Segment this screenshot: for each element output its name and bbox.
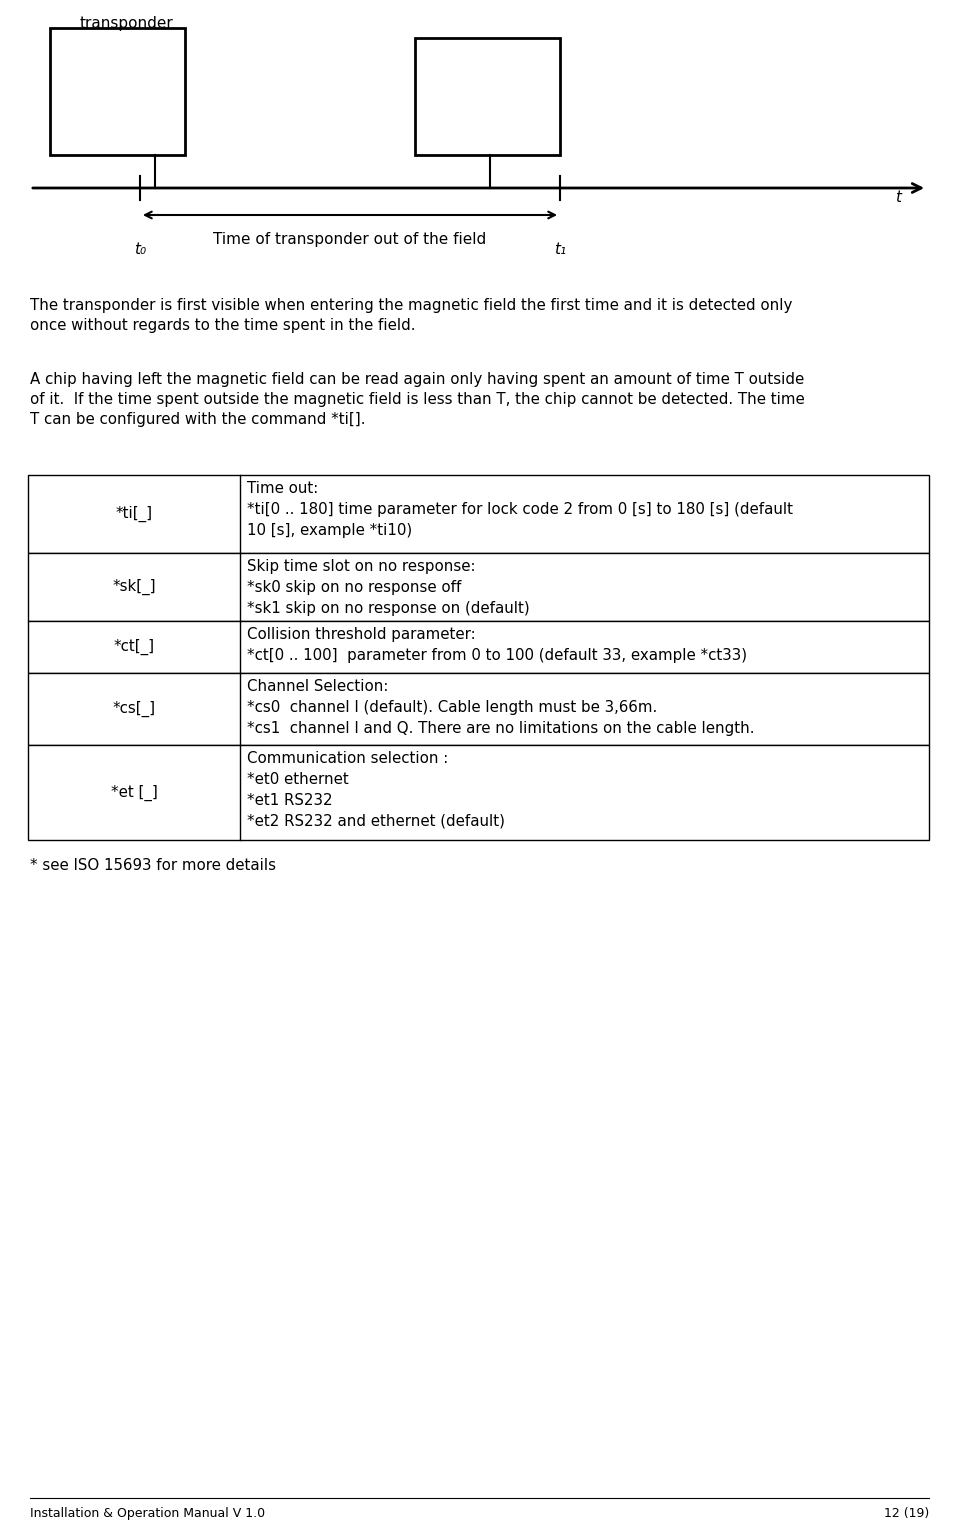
Text: Channel Selection:
*cs0  channel I (default). Cable length must be 3,66m.
*cs1  : Channel Selection: *cs0 channel I (defau… xyxy=(247,679,754,735)
Text: 12 (19): 12 (19) xyxy=(883,1508,929,1520)
Text: Communication selection :
*et0 ethernet
*et1 RS232
*et2 RS232 and ethernet (defa: Communication selection : *et0 ethernet … xyxy=(247,751,505,829)
Text: The transponder is first visible when entering the magnetic field the first time: The transponder is first visible when en… xyxy=(30,298,792,333)
Text: *et [_]: *et [_] xyxy=(111,784,158,801)
Text: Collision threshold parameter:
*ct[0 .. 100]  parameter from 0 to 100 (default 3: Collision threshold parameter: *ct[0 .. … xyxy=(247,627,747,664)
Bar xyxy=(50,28,185,154)
Text: Time of transponder out of the field: Time of transponder out of the field xyxy=(213,232,486,248)
Text: *cs[_]: *cs[_] xyxy=(112,700,156,717)
Bar xyxy=(28,621,929,673)
Bar xyxy=(28,673,929,745)
Text: t: t xyxy=(895,191,901,205)
Bar xyxy=(28,745,929,839)
Text: *sk[_]: *sk[_] xyxy=(112,579,156,595)
Text: Installation & Operation Manual V 1.0: Installation & Operation Manual V 1.0 xyxy=(30,1508,265,1520)
Text: transponder: transponder xyxy=(80,15,174,31)
Text: t₁: t₁ xyxy=(554,242,566,257)
Bar xyxy=(28,476,929,553)
Text: *ct[_]: *ct[_] xyxy=(114,639,155,654)
Text: Time out:
*ti[0 .. 180] time parameter for lock code 2 from 0 [s] to 180 [s] (de: Time out: *ti[0 .. 180] time parameter f… xyxy=(247,482,793,538)
Text: Skip time slot on no response:
*sk0 skip on no response off
*sk1 skip on no resp: Skip time slot on no response: *sk0 skip… xyxy=(247,560,530,616)
Text: * see ISO 15693 for more details: * see ISO 15693 for more details xyxy=(30,858,276,873)
Text: *ti[_]: *ti[_] xyxy=(116,506,152,521)
Bar xyxy=(28,553,929,621)
Text: t₀: t₀ xyxy=(134,242,146,257)
Text: A chip having left the magnetic field can be read again only having spent an amo: A chip having left the magnetic field ca… xyxy=(30,372,805,427)
Bar xyxy=(415,38,560,154)
